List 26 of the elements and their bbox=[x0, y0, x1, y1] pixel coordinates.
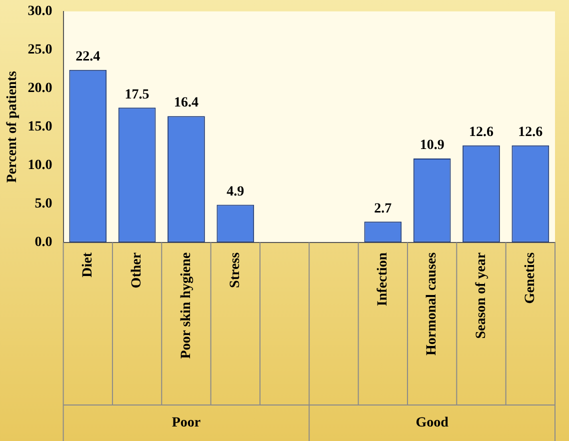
data-label: 10.9 bbox=[420, 138, 444, 154]
x-tick-label: Stress bbox=[228, 252, 244, 288]
x-tick-label: Genetics bbox=[523, 252, 538, 304]
y-tick-label: 20.0 bbox=[28, 81, 52, 96]
y-tick-label: 15.0 bbox=[28, 120, 52, 135]
data-label: 12.6 bbox=[518, 125, 543, 140]
data-label: 4.9 bbox=[226, 184, 244, 200]
data-label: 16.4 bbox=[174, 96, 198, 111]
data-label: 12.6 bbox=[468, 125, 494, 140]
x-tick-label: Hormonal causes bbox=[424, 252, 440, 356]
y-tick-label: 10.0 bbox=[28, 158, 52, 174]
y-tick-label: 25.0 bbox=[28, 42, 52, 58]
y-axis-title: Percent of patients bbox=[5, 70, 20, 183]
x-tick-label: Poor skin hygiene bbox=[178, 252, 194, 359]
x-tick-label: Season of year bbox=[474, 252, 489, 339]
x-tick-label: Other bbox=[130, 252, 145, 288]
data-label: 2.7 bbox=[374, 201, 392, 216]
y-tick-label: 30.0 bbox=[28, 4, 52, 20]
text: Good bbox=[416, 416, 449, 431]
text: Poor bbox=[172, 416, 201, 431]
y-tick-label: 0.0 bbox=[34, 235, 52, 250]
data-label: 17.5 bbox=[124, 87, 150, 102]
x-tick-label: Diet bbox=[80, 252, 96, 278]
data-label: 22.4 bbox=[76, 50, 100, 65]
x-tick-label: Infection bbox=[376, 252, 391, 306]
y-tick-label: 5.0 bbox=[34, 196, 52, 212]
